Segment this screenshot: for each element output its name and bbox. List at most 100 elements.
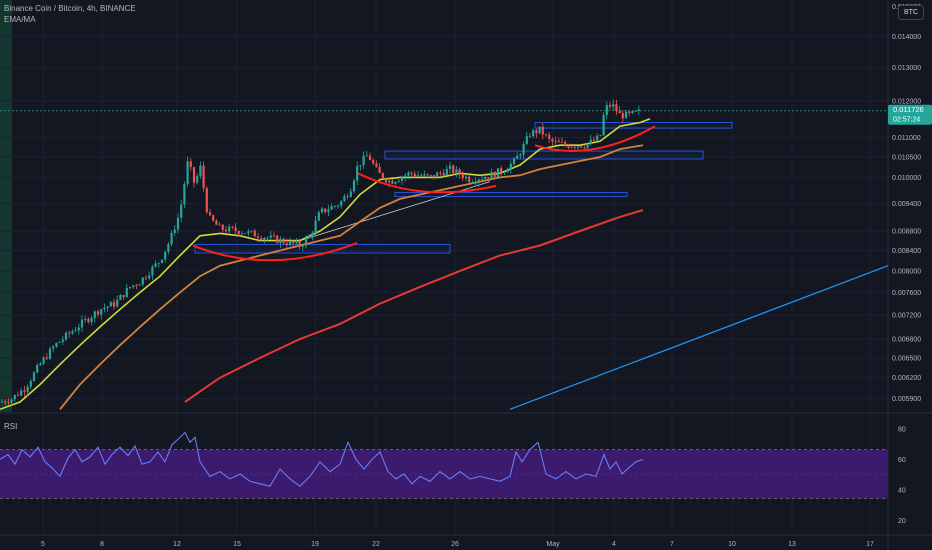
candle-body (189, 161, 192, 168)
candle-body (122, 295, 125, 298)
candle-body (535, 130, 538, 134)
candle-body (308, 235, 311, 238)
candle-body (554, 140, 557, 142)
candle-body (119, 295, 122, 300)
candle-body (269, 235, 272, 238)
candle-body (68, 332, 71, 334)
support-zone (194, 244, 451, 254)
candle-body (468, 176, 471, 183)
candle-body (13, 395, 16, 400)
candle-body (496, 168, 500, 177)
ema-slow-line (59, 144, 644, 410)
candle-body (583, 147, 586, 149)
candle-body (106, 306, 109, 308)
price-tick-label: 0.006500 (892, 355, 921, 362)
candle-body (432, 175, 436, 178)
candle-body (365, 155, 368, 157)
candle-body (186, 161, 189, 184)
candle-body (327, 209, 330, 212)
candle-body (439, 172, 442, 174)
price-tick-label: 0.008800 (892, 228, 921, 235)
currency-badge[interactable]: BTC (898, 5, 924, 20)
date-tick-label: 22 (372, 541, 380, 548)
candle-body (576, 146, 580, 148)
rsi-tick-label: 60 (898, 457, 906, 464)
candle-body (340, 201, 343, 206)
candle-body (573, 147, 576, 148)
price-badge (888, 104, 932, 125)
candle-body (628, 111, 631, 114)
candle-body (288, 240, 292, 245)
candle-body (112, 302, 116, 307)
candle-body (490, 171, 493, 179)
candle-body (192, 167, 196, 183)
candle-body (295, 241, 298, 244)
price-tick-label: 0.011000 (892, 135, 921, 142)
candle-body (375, 163, 378, 167)
date-tick-label: 10 (728, 541, 736, 548)
candle-body (173, 229, 176, 233)
candle-body (4, 401, 7, 403)
candle-body (400, 177, 404, 181)
price-tick-label: 0.007600 (892, 290, 921, 297)
candle-body (144, 277, 148, 279)
candle-body (164, 251, 167, 260)
candle-body (176, 217, 180, 230)
candle-body (592, 139, 596, 141)
candle-body (637, 109, 640, 111)
candle-body (231, 226, 234, 228)
candle-body (237, 231, 240, 234)
candle-body (589, 139, 592, 144)
candle-body (464, 176, 468, 179)
candle-body (148, 275, 151, 279)
candle-body (314, 220, 317, 233)
candle-body (631, 111, 634, 114)
candle-body (36, 365, 39, 373)
price-tick-label: 0.012000 (892, 99, 921, 106)
candle-body (23, 390, 26, 392)
candle-body (512, 158, 516, 164)
candle-body (413, 173, 416, 177)
date-tick-label: 4 (612, 541, 616, 548)
ema-fast-line (0, 118, 651, 411)
price-tick-label: 0.009400 (892, 201, 921, 208)
rounded-bottom-curve (192, 242, 358, 262)
candle-body (103, 307, 106, 310)
candle-body (602, 115, 605, 136)
candle-body (260, 238, 263, 240)
candle-body (32, 372, 36, 382)
candle-body (538, 126, 541, 134)
price-badge-value: 0.011726 (893, 105, 924, 114)
price-tick-label: 0.006800 (892, 337, 921, 344)
candle-body (160, 259, 164, 263)
candle-body (253, 230, 256, 237)
date-tick-label: 8 (100, 541, 104, 548)
candle-body (256, 236, 260, 239)
candle-body (333, 205, 336, 207)
candle-body (493, 171, 496, 177)
candle-body (461, 174, 464, 179)
candle-body (116, 299, 119, 307)
candle-body (208, 212, 212, 216)
rounded-bottom-curve (357, 172, 497, 194)
price-tick-label: 0.008400 (892, 248, 921, 255)
candle-body (151, 266, 154, 276)
candle-body (228, 226, 231, 232)
candle-body (362, 155, 365, 166)
candle-body (109, 302, 112, 307)
candle-body (452, 165, 455, 173)
candle-body (487, 177, 490, 179)
date-tick-label: 12 (173, 541, 181, 548)
candle-body (93, 311, 96, 318)
candle-body (503, 172, 506, 174)
candle-body (90, 317, 93, 322)
candle-body (84, 318, 87, 320)
candle-body (80, 319, 84, 328)
candle-body (551, 138, 554, 142)
candle-body (586, 143, 589, 149)
date-tick-label: 13 (788, 541, 796, 548)
candle-body (42, 357, 45, 364)
candle-body (528, 136, 532, 137)
candle-body (212, 215, 215, 221)
candle-body (567, 145, 570, 148)
